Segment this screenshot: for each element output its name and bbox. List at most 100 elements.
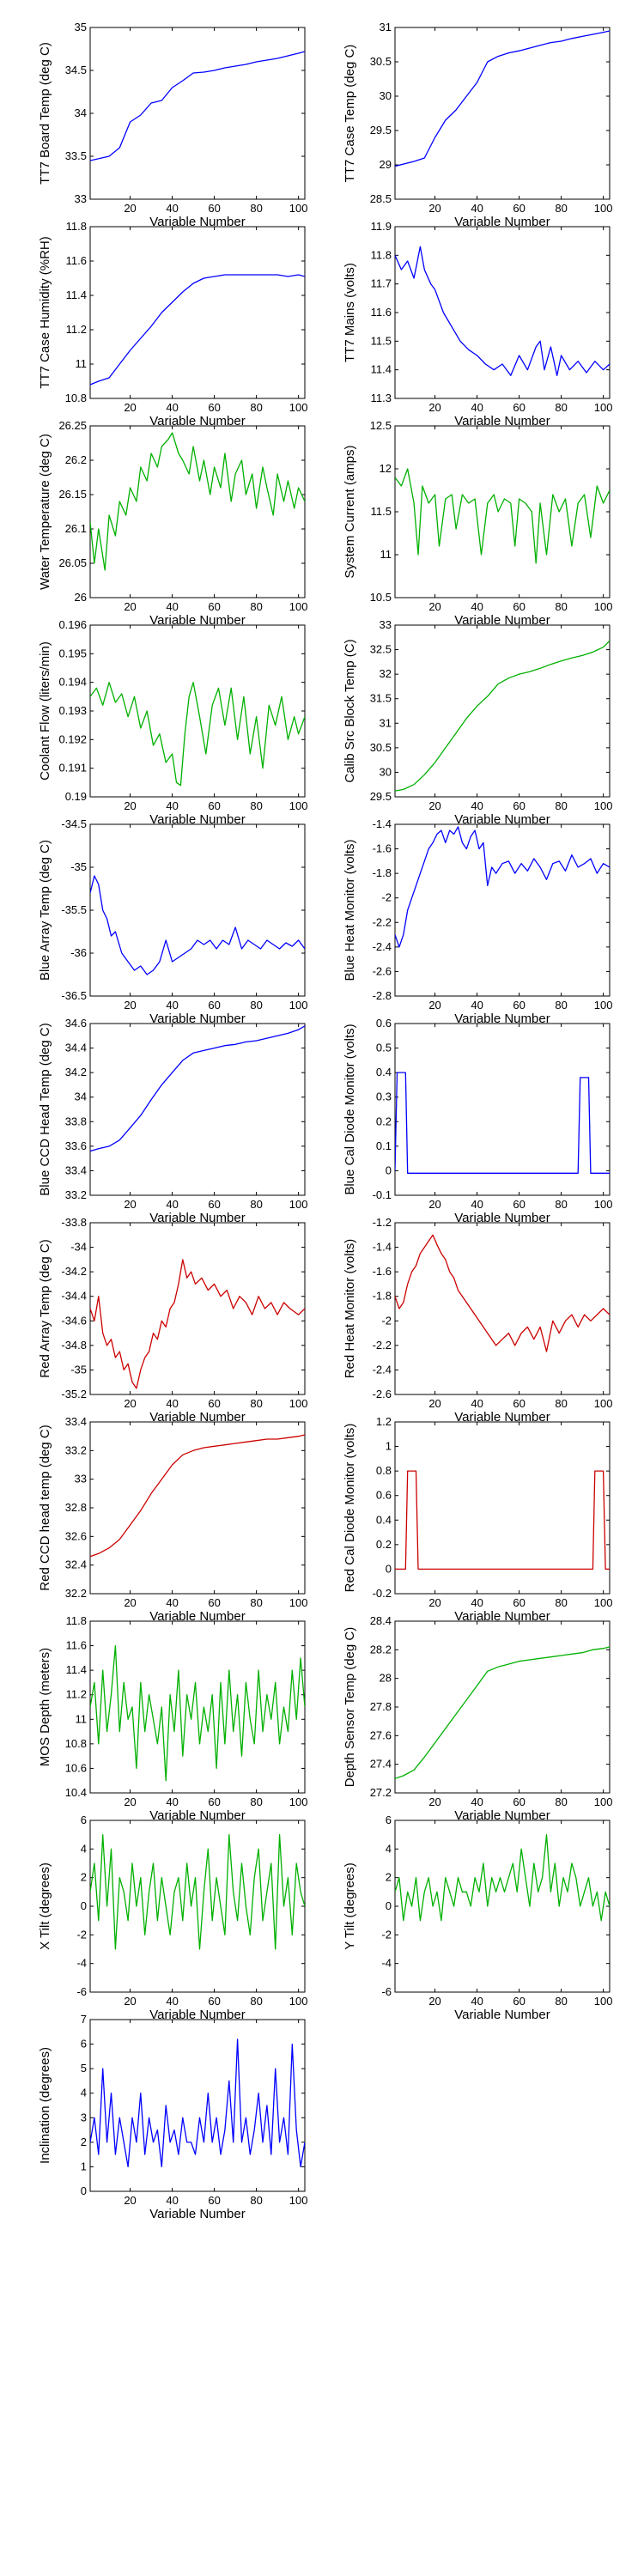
x-tick-label: 60 bbox=[208, 600, 220, 613]
y-tick-label: 34.6 bbox=[65, 1017, 87, 1030]
y-tick-label: 11.4 bbox=[66, 289, 87, 301]
x-tick-label: 80 bbox=[250, 1995, 262, 2008]
y-tick-label: 35 bbox=[75, 21, 87, 33]
y-tick-label: 34.4 bbox=[65, 1042, 87, 1054]
y-tick-label: 11.4 bbox=[371, 363, 392, 376]
x-axis-label: Variable Number bbox=[454, 1609, 550, 1624]
y-axis-label: Red CCD head temp (deg C) bbox=[38, 1425, 52, 1590]
y-tick-label: -2 bbox=[76, 1928, 87, 1941]
plot-frame bbox=[394, 425, 611, 598]
y-tick-label: 3 bbox=[81, 2111, 87, 2123]
y-tick-label: -34 bbox=[70, 1241, 87, 1254]
y-tick-label: 33.2 bbox=[65, 1188, 87, 1201]
x-axis-label: Variable Number bbox=[149, 1410, 245, 1425]
chart-panel-8: 20 40 60 80 100 29.5 30 30.5 31 31.5 32 32.5 33 Varia… bbox=[343, 618, 612, 827]
y-tick-label: 28.5 bbox=[370, 192, 392, 205]
x-tick-label: 100 bbox=[594, 1397, 613, 1410]
plot-frame bbox=[89, 425, 306, 598]
y-tick-label: 28.4 bbox=[370, 1614, 392, 1627]
y-tick-label: 33 bbox=[75, 192, 87, 205]
plot-frame bbox=[394, 1023, 611, 1196]
y-axis-label: Calib Src Block Temp (C) bbox=[343, 639, 357, 782]
x-tick-label: 40 bbox=[166, 1995, 178, 2008]
x-tick-label: 40 bbox=[166, 2194, 178, 2207]
y-tick-label: 12 bbox=[380, 462, 392, 475]
y-tick-label: -36 bbox=[70, 946, 87, 959]
x-tick-label: 40 bbox=[166, 799, 178, 812]
y-tick-label: -2.6 bbox=[373, 964, 392, 977]
y-tick-label: 27.8 bbox=[370, 1700, 392, 1713]
y-tick-label: -2.8 bbox=[373, 989, 392, 1002]
y-tick-label: -1.6 bbox=[373, 842, 392, 855]
y-tick-label: 28 bbox=[380, 1672, 392, 1685]
chart-panel-14: 20 40 60 80 100 -2.6 -2.4 -2.2 -2 -1.8 -1.6 -1.4 -1.… bbox=[343, 1216, 612, 1425]
y-axis-label: TT7 Board Temp (deg C) bbox=[38, 42, 52, 185]
y-tick-label: 12.5 bbox=[370, 419, 392, 432]
x-tick-label: 100 bbox=[289, 1596, 308, 1609]
x-tick-label: 100 bbox=[594, 1795, 613, 1808]
y-axis-label: Blue Cal Diode Monitor (volts) bbox=[343, 1024, 357, 1194]
series-line-1 bbox=[90, 274, 305, 386]
series-line-1 bbox=[395, 1470, 610, 1571]
y-tick-label: 11.2 bbox=[66, 1688, 87, 1701]
x-tick-label: 20 bbox=[428, 999, 440, 1012]
y-tick-label: 10.4 bbox=[65, 1786, 87, 1799]
y-tick-label: 33.4 bbox=[65, 1163, 87, 1176]
y-tick-label: 32.2 bbox=[65, 1587, 87, 1600]
y-tick-label: 26.15 bbox=[58, 488, 87, 501]
x-tick-label: 80 bbox=[555, 401, 567, 414]
y-tick-label: -2.4 bbox=[373, 1363, 392, 1376]
x-axis-label: Variable Number bbox=[149, 1808, 245, 1823]
x-axis-label: Variable Number bbox=[149, 1609, 245, 1624]
series-line-1 bbox=[90, 1025, 305, 1152]
y-tick-label: 6 bbox=[81, 2038, 87, 2050]
x-tick-label: 40 bbox=[166, 1397, 178, 1410]
y-tick-label: -2.2 bbox=[373, 915, 392, 928]
y-tick-label: 29 bbox=[380, 158, 392, 171]
plot-frame bbox=[89, 226, 306, 399]
x-tick-label: 20 bbox=[428, 1397, 440, 1410]
y-tick-label: 33.5 bbox=[65, 149, 87, 162]
y-tick-label: 34.2 bbox=[65, 1066, 87, 1078]
x-tick-label: 80 bbox=[250, 600, 262, 613]
y-tick-label: 10.6 bbox=[65, 1761, 87, 1774]
series-line-1 bbox=[90, 1644, 305, 1782]
y-tick-label: -34.2 bbox=[61, 1265, 87, 1278]
x-tick-label: 100 bbox=[594, 799, 613, 812]
y-tick-label: 6 bbox=[81, 1814, 87, 1826]
x-tick-label: 100 bbox=[289, 1795, 308, 1808]
x-tick-label: 60 bbox=[513, 1198, 525, 1211]
x-tick-label: 20 bbox=[124, 202, 136, 215]
y-tick-label: 33.2 bbox=[65, 1443, 87, 1456]
x-axis-label: Variable Number bbox=[454, 812, 550, 827]
x-tick-label: 60 bbox=[208, 2194, 220, 2207]
plot-frame bbox=[89, 1222, 306, 1395]
y-axis-label: Inclination (degrees) bbox=[38, 2047, 52, 2164]
x-tick-label: 80 bbox=[250, 401, 262, 414]
x-tick-label: 100 bbox=[594, 1995, 613, 2008]
x-tick-label: 60 bbox=[208, 999, 220, 1012]
y-tick-label: 0.191 bbox=[58, 762, 87, 775]
y-axis-label: TT7 Case Humidity (%RH) bbox=[38, 236, 52, 389]
y-tick-label: 5 bbox=[81, 2062, 87, 2075]
x-tick-label: 60 bbox=[208, 401, 220, 414]
y-tick-label: 0.8 bbox=[376, 1464, 392, 1477]
x-tick-label: 60 bbox=[208, 1198, 220, 1211]
x-tick-label: 80 bbox=[555, 1795, 567, 1808]
x-tick-label: 60 bbox=[208, 1596, 220, 1609]
y-axis-label: MOS Depth (meters) bbox=[38, 1648, 52, 1766]
series-line-1 bbox=[90, 682, 305, 787]
plot-frame bbox=[89, 1023, 306, 1196]
y-axis-label: Red Array Temp (deg C) bbox=[38, 1239, 52, 1377]
x-tick-label: 60 bbox=[208, 1397, 220, 1410]
series-line-1 bbox=[90, 1434, 305, 1558]
y-tick-label: -33.8 bbox=[61, 1216, 87, 1229]
y-tick-label: -0.2 bbox=[373, 1587, 392, 1600]
x-tick-label: 100 bbox=[594, 600, 613, 613]
y-tick-label: 11.6 bbox=[371, 306, 392, 319]
x-tick-label: 20 bbox=[428, 401, 440, 414]
y-tick-label: 29.5 bbox=[370, 124, 392, 137]
y-tick-label: 34 bbox=[75, 106, 87, 119]
y-tick-label: 0 bbox=[81, 2184, 87, 2197]
y-axis-label: System Current (amps) bbox=[343, 445, 357, 578]
